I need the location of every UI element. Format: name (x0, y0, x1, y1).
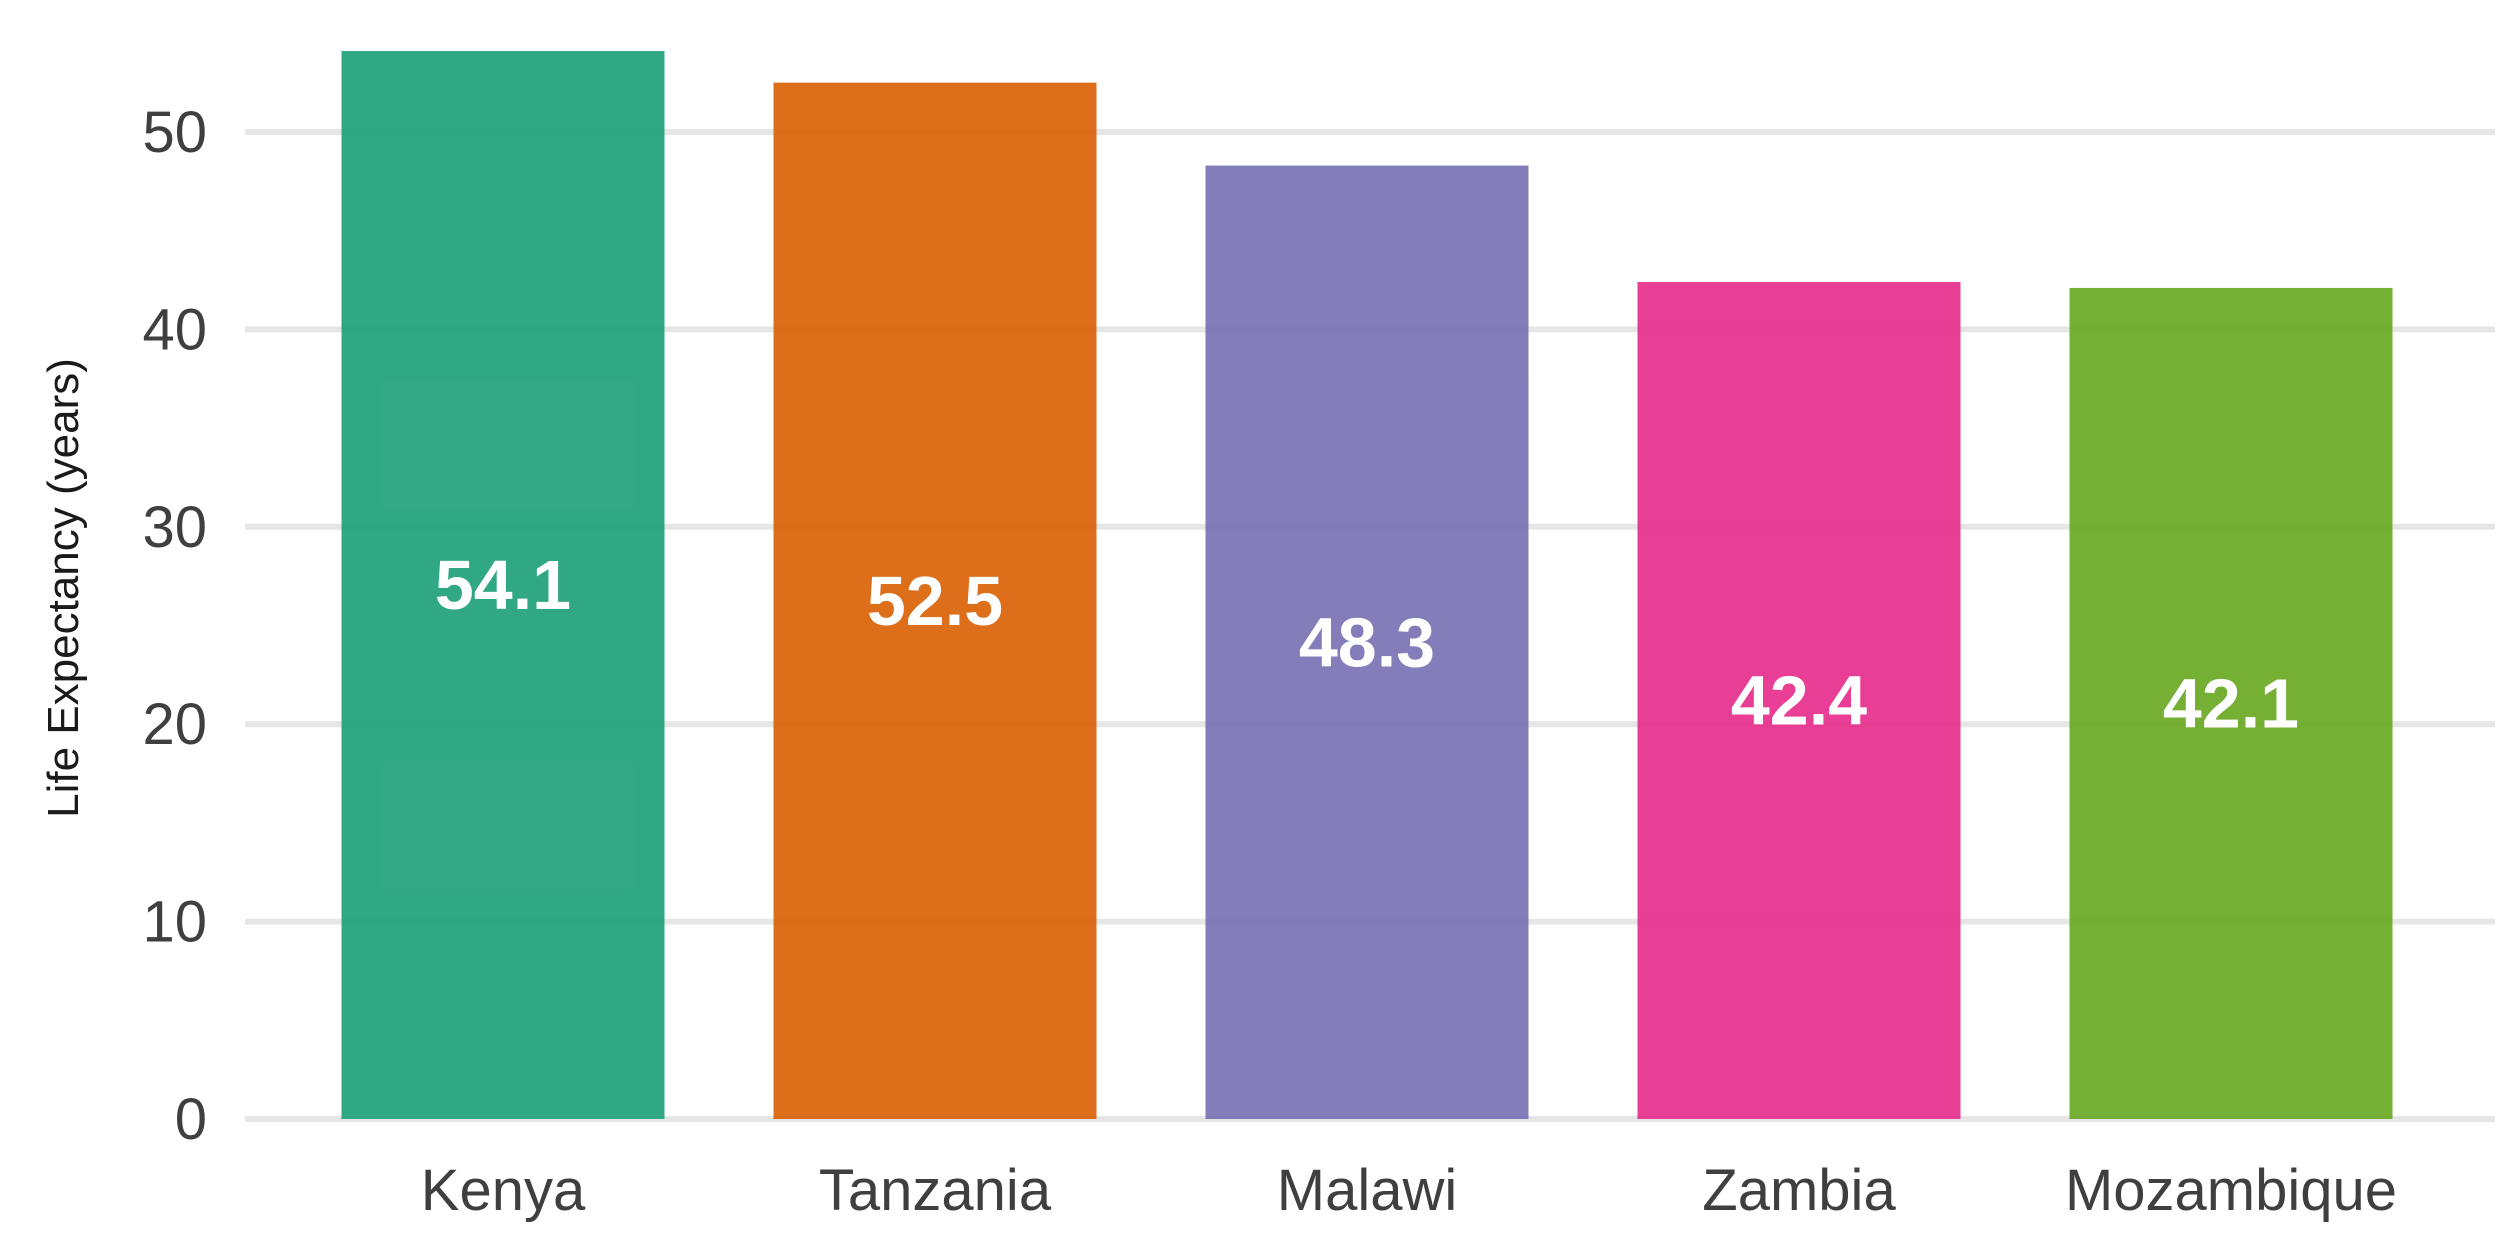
bars: 54.1 52.5 48.3 42.4 42.1 (341, 51, 2393, 1120)
x-tick-label: Mozambique (2065, 1158, 2397, 1223)
y-tick-label: 10 (142, 890, 207, 955)
x-tick-label: Malawi (1277, 1158, 1458, 1223)
y-tick-label: 0 (175, 1087, 207, 1152)
bar-mozambique (2069, 287, 2393, 1119)
data-label: 42.1 (2163, 664, 2299, 742)
y-tick-label: 50 (142, 100, 207, 165)
y-axis-title: Life Expectancy (years) (39, 358, 88, 818)
x-tick-label: Zambia (1702, 1158, 1896, 1223)
data-label: 52.5 (867, 562, 1003, 640)
y-tick-label: 30 (142, 495, 207, 560)
y-axis-ticks: 0 10 20 30 40 50 (142, 100, 207, 1152)
bar-tanzania (773, 82, 1097, 1119)
data-label: 48.3 (1299, 603, 1435, 681)
y-tick-label: 40 (142, 297, 207, 362)
bar-zambia (1637, 282, 1961, 1119)
bar-malawi (1205, 165, 1529, 1120)
data-label: 54.1 (435, 546, 571, 624)
data-label: 42.4 (1731, 662, 1867, 740)
bar-kenya (341, 51, 665, 1119)
y-tick-label: 20 (142, 692, 207, 757)
x-tick-label: Tanzania (819, 1158, 1052, 1223)
x-tick-label: Kenya (421, 1158, 586, 1223)
x-axis-ticks: Kenya Tanzania Malawi Zambia Mozambique (421, 1158, 2397, 1223)
